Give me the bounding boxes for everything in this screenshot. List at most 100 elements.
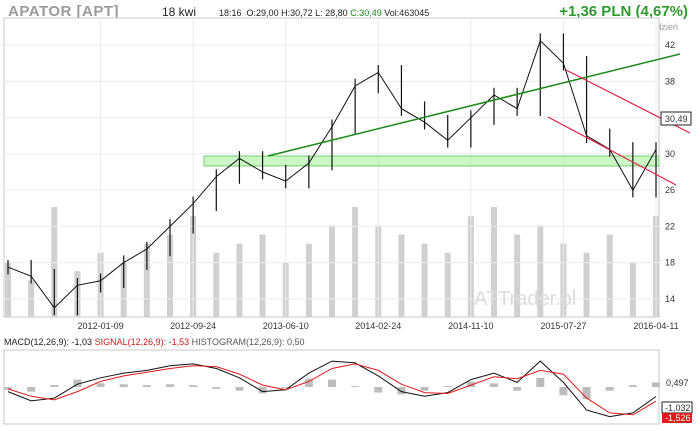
volume-bar xyxy=(606,234,613,317)
date-x-tick-label: 2012-01-09 xyxy=(78,321,124,331)
histogram-bar xyxy=(96,383,105,387)
histogram-bar xyxy=(212,387,221,389)
histogram-bar xyxy=(119,384,128,387)
price-bars xyxy=(7,33,657,316)
volume-bar xyxy=(629,262,636,317)
date-x-tick-label: 2014-02-24 xyxy=(355,321,401,331)
volume-bar xyxy=(352,207,359,317)
ticker-label: APATOR [APT] xyxy=(8,3,119,20)
volume-bar xyxy=(444,252,451,317)
histogram-bar xyxy=(420,387,429,391)
price-y-tick-label: 22 xyxy=(665,221,675,231)
volume-bar xyxy=(305,243,312,317)
support-zone xyxy=(203,155,660,167)
date-x-tick-label: 2012-09-24 xyxy=(170,321,216,331)
histogram-bar xyxy=(166,384,174,387)
downtrend-channel-lower xyxy=(547,116,677,186)
histogram-bar xyxy=(328,379,336,387)
volume-bar xyxy=(236,243,243,317)
close-value: C:30,49 xyxy=(350,8,382,18)
histogram-bar xyxy=(351,386,360,388)
last-price-tag: 30,49 xyxy=(660,111,692,126)
histogram-bar xyxy=(397,387,406,395)
histogram-bar xyxy=(27,387,36,392)
histogram-bar xyxy=(513,387,522,391)
histogram-bar xyxy=(559,387,568,396)
macd-tag-signal xyxy=(662,413,692,423)
histogram-bar xyxy=(304,378,313,387)
watermark: ATTrader.pl xyxy=(474,288,576,310)
macd-legend-signal: SIGNAL(12,26,9): -1,53 xyxy=(94,337,190,347)
volume-bar xyxy=(329,225,335,317)
chart-header: APATOR [APT] 18 kwi 18:16 O:29,00 H:30,7… xyxy=(0,0,700,22)
date-x-tick-label: 2016-04-11 xyxy=(633,321,678,331)
price-y-tick-label: 38 xyxy=(665,76,675,86)
date-x-tick-label: 2014-11-10 xyxy=(448,321,493,331)
macd-tag-histogram xyxy=(662,377,692,388)
uptrend-line xyxy=(267,53,681,157)
macd-tag-signal-value: -1,526 xyxy=(665,413,691,423)
volume-bar xyxy=(213,252,220,317)
low-value: L: 28,80 xyxy=(315,8,348,18)
price-y-tick-label: 30 xyxy=(665,149,675,159)
histogram-bar xyxy=(73,379,82,387)
ohlc-readout: 18:16 O:29,00 H:30,72 L: 28,80 C:30,49 V… xyxy=(219,8,429,18)
macd-histogram xyxy=(4,377,660,400)
last-price-box xyxy=(660,111,692,126)
histogram-bar xyxy=(536,377,545,387)
histogram-bar xyxy=(189,385,198,387)
close-price-line xyxy=(7,39,657,309)
histogram-bar xyxy=(582,387,591,400)
histogram-bar xyxy=(50,385,59,387)
last-price-value: 30,49 xyxy=(665,114,688,124)
period-label: 18 kwi xyxy=(162,5,197,19)
volume-bar xyxy=(537,225,544,317)
macd-legend-histogram: HISTOGRAM(12,26,9): 0,50 xyxy=(191,337,305,347)
date-x-tick-label: 2015-07-27 xyxy=(540,321,586,331)
price-y-axis: 4238343026221814 xyxy=(665,40,675,304)
price-y-tick-label: 18 xyxy=(665,258,675,268)
volume-bar xyxy=(143,243,150,317)
histogram-bar xyxy=(281,387,290,388)
price-y-tick-label: 42 xyxy=(665,40,675,50)
macd-tag-histogram-value: 0,497 xyxy=(666,378,689,388)
volume-bar xyxy=(514,234,521,317)
high-value: H:30,72 xyxy=(281,8,313,18)
histogram-bar xyxy=(628,385,637,387)
histogram-bar xyxy=(235,387,244,391)
date-x-axis: 2012-01-09 2012-09-24 2013-06-10 2014-02-24… xyxy=(78,321,679,331)
volume-value: Vol:463045 xyxy=(384,8,430,18)
histogram-bar xyxy=(652,382,660,387)
histogram-bar xyxy=(466,381,475,387)
volume-bar xyxy=(491,207,497,317)
histogram-bar xyxy=(142,385,151,387)
histogram-bar xyxy=(4,387,12,390)
signal-line xyxy=(7,363,657,416)
histogram-bar xyxy=(490,383,498,387)
price-change: +1,36 PLN (4,67%) xyxy=(559,3,688,20)
macd-value-tags: 0,497 -1,032 -1,526 xyxy=(661,377,693,423)
volume-bar xyxy=(5,262,11,317)
price-gridlines xyxy=(4,18,659,317)
macd-legend: MACD(12,26,9): -1,03 SIGNAL(12,26,9): -1… xyxy=(4,337,305,347)
macd-line xyxy=(7,360,657,418)
price-y-tick-label: 26 xyxy=(665,185,675,195)
price-y-tick-label: 14 xyxy=(665,294,675,304)
volume-bar xyxy=(167,234,173,317)
volume-bar xyxy=(259,234,266,317)
volume-bar xyxy=(583,252,590,317)
volume-bar xyxy=(398,234,405,317)
histogram-bar xyxy=(443,386,452,388)
time-value: 18:16 xyxy=(219,8,242,18)
date-x-tick-label: 2013-06-10 xyxy=(263,321,309,331)
macd-tag-macd-value: -1,032 xyxy=(665,403,691,413)
volume-bar xyxy=(120,262,127,317)
histogram-bar xyxy=(605,387,614,391)
open-value: O:29,00 xyxy=(246,8,279,18)
macd-legend-macd: MACD(12,26,9): -1,03 xyxy=(4,337,93,347)
histogram-bar xyxy=(258,387,267,394)
histogram-bar xyxy=(374,387,383,393)
volume-bar xyxy=(51,207,58,317)
volume-bar xyxy=(421,243,428,317)
